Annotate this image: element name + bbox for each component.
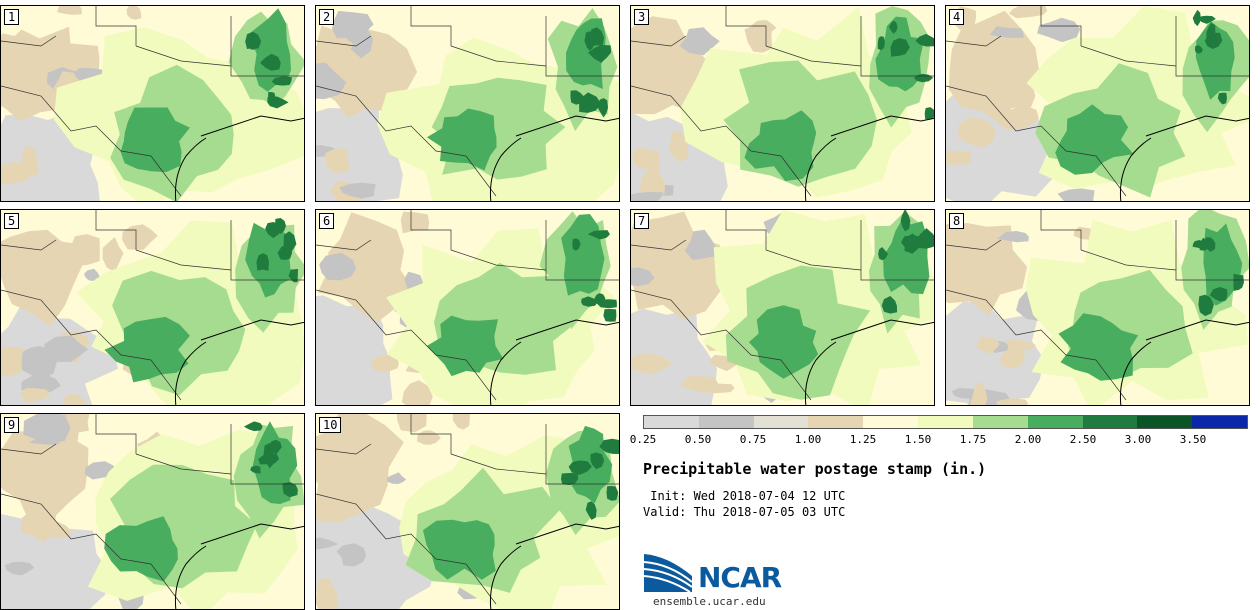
stamp-number: 5 xyxy=(4,213,20,229)
stamp-number: 6 xyxy=(319,213,335,229)
colorbar-tick-label: 0.75 xyxy=(739,433,767,446)
stamp-number: 3 xyxy=(634,9,650,25)
precip-map xyxy=(1,210,304,405)
colorbar-segment xyxy=(644,416,699,428)
colorbar-segment xyxy=(1192,416,1247,428)
precip-map xyxy=(316,210,619,405)
precip-map xyxy=(946,6,1249,201)
colorbar-segment xyxy=(808,416,864,428)
logo-text: NCAR xyxy=(698,561,782,594)
stamp-panel-10: 10 xyxy=(315,413,620,610)
precip-map xyxy=(316,414,619,609)
colorbar-tick-label: 2.50 xyxy=(1069,433,1097,446)
precip-map xyxy=(316,6,619,201)
colorbar-segment xyxy=(1027,416,1083,428)
colorbar-segment xyxy=(918,416,973,428)
stamp-number: 9 xyxy=(4,417,20,433)
stamp-panel-7: 7 xyxy=(630,209,935,406)
plot-title: Precipitable water postage stamp (in.) xyxy=(643,460,987,478)
site-url: ensemble.ucar.edu xyxy=(653,595,766,608)
colorbar-tick-label: 0.25 xyxy=(629,433,657,446)
colorbar-segment xyxy=(863,416,919,428)
stamp-panel-9: 9 xyxy=(0,413,305,610)
colorbar-segment xyxy=(698,416,754,428)
stamp-number: 1 xyxy=(4,9,20,25)
colorbar-tick-label: 1.25 xyxy=(849,433,877,446)
colorbar-tick-label: 1.50 xyxy=(904,433,932,446)
init-time: Init: Wed 2018-07-04 12 UTC xyxy=(643,489,846,503)
colorbar xyxy=(643,415,1248,429)
stamp-panel-2: 2 xyxy=(315,5,620,202)
stamp-number: 8 xyxy=(949,213,965,229)
precip-map xyxy=(1,414,304,609)
stamp-panel-5: 5 xyxy=(0,209,305,406)
colorbar-tick-label: 0.50 xyxy=(684,433,712,446)
colorbar-tick-label: 1.75 xyxy=(959,433,987,446)
stamp-panel-1: 1 xyxy=(0,5,305,202)
colorbar-segment xyxy=(1137,416,1193,428)
stamp-panel-3: 3 xyxy=(630,5,935,202)
colorbar-segment xyxy=(1082,416,1138,428)
colorbar-tick-label: 2.00 xyxy=(1014,433,1042,446)
ncar-logo-icon xyxy=(643,554,693,593)
stamp-panel-6: 6 xyxy=(315,209,620,406)
colorbar-tick-label: 3.00 xyxy=(1124,433,1152,446)
stamp-number: 7 xyxy=(634,213,650,229)
stamp-panel-8: 8 xyxy=(945,209,1250,406)
precip-map xyxy=(631,210,934,405)
stamp-panel-4: 4 xyxy=(945,5,1250,202)
precip-map xyxy=(631,6,934,201)
colorbar-segment xyxy=(972,416,1028,428)
precip-map xyxy=(1,6,304,201)
stamp-number: 4 xyxy=(949,9,965,25)
valid-time: Valid: Thu 2018-07-05 03 UTC xyxy=(643,505,846,519)
stamp-number: 2 xyxy=(319,9,335,25)
colorbar-tick-label: 1.00 xyxy=(794,433,822,446)
colorbar-segment xyxy=(753,416,809,428)
colorbar-tick-label: 3.50 xyxy=(1179,433,1207,446)
precip-map xyxy=(946,210,1249,405)
stamp-number: 10 xyxy=(319,417,342,433)
